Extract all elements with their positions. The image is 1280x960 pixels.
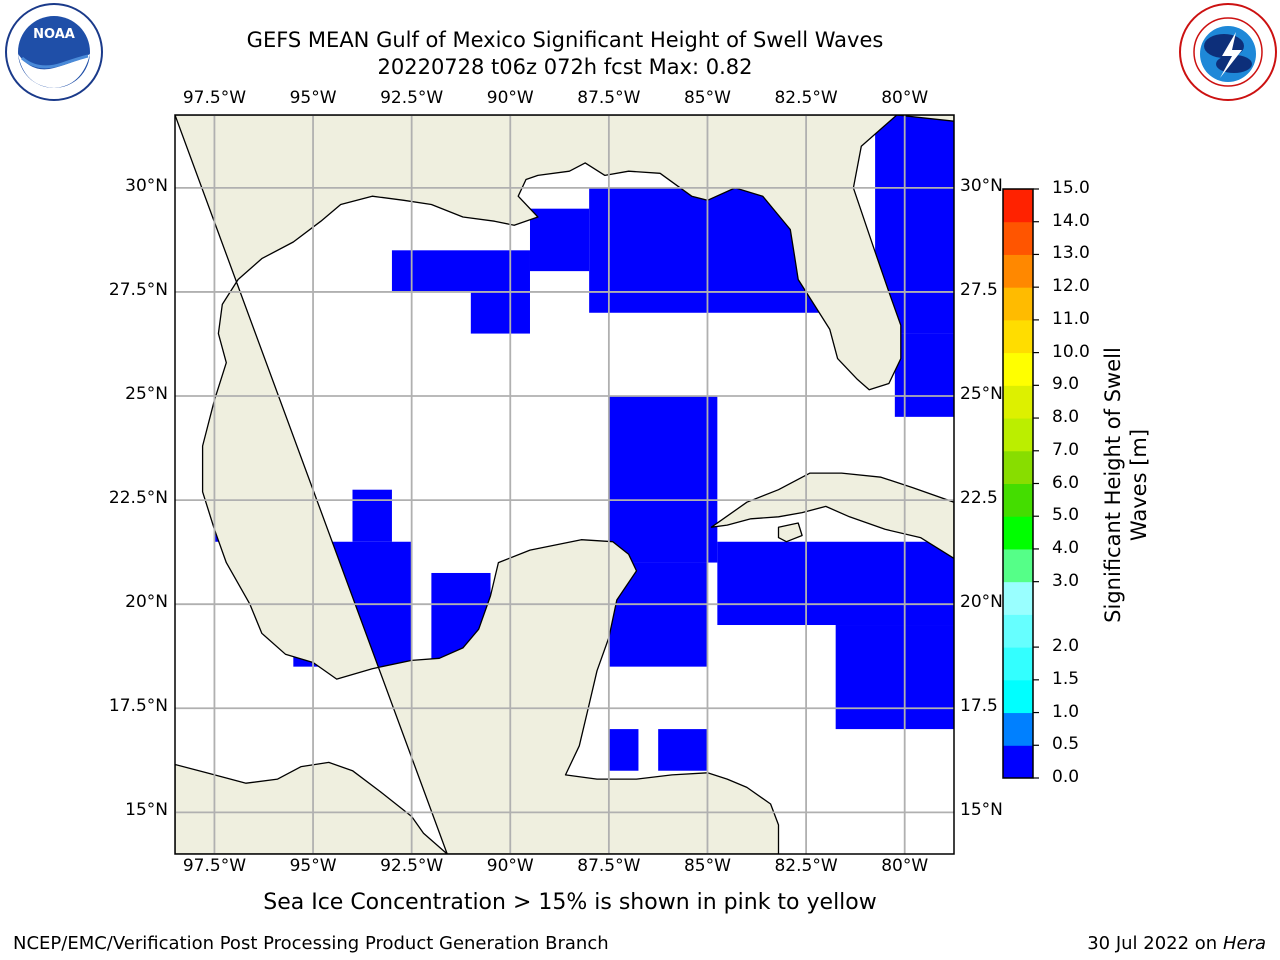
y-tick-right-6: 15°N bbox=[960, 800, 1003, 821]
x-tick-bottom-4: 87.5°W bbox=[577, 856, 641, 876]
colorbar-segment-11 bbox=[1003, 385, 1033, 419]
y-tick-right-5: 17.5 bbox=[960, 696, 998, 717]
colorbar-segment-2 bbox=[1003, 679, 1033, 714]
swell-cell-3 bbox=[470, 291, 530, 334]
colorbar-segment-17 bbox=[1003, 189, 1033, 223]
colorbar-segment-4 bbox=[1003, 614, 1033, 648]
swell-cell-9 bbox=[835, 625, 954, 730]
colorbar-segment-16 bbox=[1003, 221, 1033, 255]
x-tick-bottom-1: 95°W bbox=[289, 856, 337, 876]
swell-cell-11 bbox=[352, 489, 392, 542]
swell-cell-13 bbox=[658, 729, 708, 771]
x-tick-bottom-2: 92.5°W bbox=[380, 856, 444, 876]
x-tick-bottom-6: 82.5°W bbox=[774, 856, 838, 876]
nws-logo bbox=[1176, 2, 1280, 102]
colorbar-segment-5 bbox=[1003, 581, 1033, 615]
colorbar-segment-15 bbox=[1003, 254, 1033, 288]
map-frame bbox=[174, 114, 955, 855]
colorbar-label-3: 1.5 bbox=[1052, 668, 1080, 689]
colorbar-label-16: 14.0 bbox=[1052, 210, 1090, 231]
colorbar-label-2: 1.0 bbox=[1052, 701, 1080, 722]
swell-cell-5 bbox=[894, 333, 954, 417]
x-tick-top-2: 92.5°W bbox=[380, 88, 444, 108]
y-tick-right-3: 22.5 bbox=[960, 488, 998, 509]
noaa-logo: NOAA bbox=[2, 2, 106, 102]
colorbar-title-line1: Significant Height of Swell bbox=[1101, 347, 1125, 623]
x-tick-bottom-5: 85°W bbox=[683, 856, 731, 876]
x-tick-top-7: 80°W bbox=[881, 88, 929, 108]
colorbar-label-6: 4.0 bbox=[1052, 537, 1080, 558]
colorbar-title-line2: Waves [m] bbox=[1127, 428, 1151, 542]
colorbar-segment-14 bbox=[1003, 287, 1033, 321]
colorbar-label-8: 6.0 bbox=[1052, 472, 1080, 493]
footer-credit: NCEP/EMC/Verification Post Processing Pr… bbox=[13, 933, 609, 954]
colorbar-label-10: 8.0 bbox=[1052, 407, 1080, 428]
colorbar-segment-10 bbox=[1003, 418, 1033, 452]
y-tick-left-1: 27.5°N bbox=[108, 279, 168, 300]
land-masses bbox=[175, 115, 954, 854]
colorbar-label-17: 15.0 bbox=[1052, 178, 1090, 198]
colorbar-label-5: 3.0 bbox=[1052, 570, 1080, 591]
plot-title-line2: 20220728 t06z 072h fcst Max: 0.82 bbox=[377, 55, 753, 79]
x-tick-top-0: 97.5°W bbox=[182, 88, 247, 108]
colorbar-segment-9 bbox=[1003, 450, 1033, 484]
colorbar-label-14: 12.0 bbox=[1052, 276, 1090, 297]
y-tick-left-3: 22.5°N bbox=[108, 488, 168, 509]
y-tick-left-5: 17.5°N bbox=[108, 696, 168, 717]
colorbar-label-15: 13.0 bbox=[1052, 243, 1090, 264]
colorbar-segment-1 bbox=[1003, 712, 1033, 746]
y-tick-right-4: 20°N bbox=[960, 592, 1003, 613]
y-tick-left-0: 30°N bbox=[125, 175, 168, 196]
swell-cell-6 bbox=[608, 396, 718, 563]
x-tick-top-5: 85°W bbox=[683, 88, 731, 108]
y-tick-left-4: 20°N bbox=[125, 592, 168, 613]
colorbar-segment-8 bbox=[1003, 483, 1033, 517]
plot-title-line1: GEFS MEAN Gulf of Mexico Significant Hei… bbox=[246, 28, 884, 52]
graticule-lines bbox=[175, 115, 954, 854]
colorbar bbox=[1000, 186, 1280, 786]
colorbar-title: Significant Height of Swell Waves [m] bbox=[1100, 325, 1152, 645]
y-tick-left-6: 15°N bbox=[125, 800, 168, 821]
colorbar-segment-6 bbox=[1003, 548, 1033, 583]
x-tick-bottom-3: 90°W bbox=[486, 856, 534, 876]
x-tick-top-1: 95°W bbox=[289, 88, 337, 108]
colorbar-segment-0 bbox=[1003, 745, 1033, 779]
colorbar-label-12: 10.0 bbox=[1052, 341, 1090, 362]
colorbar-segment-3 bbox=[1003, 647, 1033, 681]
island-polygon-1 bbox=[777, 522, 803, 543]
colorbar-label-13: 11.0 bbox=[1052, 308, 1090, 329]
y-tick-right-2: 25°N bbox=[960, 384, 1003, 405]
colorbar-label-9: 7.0 bbox=[1052, 439, 1080, 460]
colorbar-segment-12 bbox=[1003, 352, 1033, 386]
colorbar-label-4: 2.0 bbox=[1052, 636, 1080, 657]
noaa-logo-text: NOAA bbox=[33, 27, 75, 42]
swell-cell-2 bbox=[391, 250, 530, 292]
island-polygon-0 bbox=[710, 472, 954, 560]
y-tick-right-0: 30°N bbox=[960, 175, 1003, 196]
footer-host: Hera bbox=[1222, 933, 1266, 954]
y-tick-right-1: 27.5 bbox=[960, 279, 998, 300]
land-polygon-0 bbox=[175, 115, 954, 854]
y-tick-left-2: 25°N bbox=[125, 384, 168, 405]
sea-ice-note: Sea Ice Concentration > 15% is shown in … bbox=[263, 890, 877, 915]
islands bbox=[710, 472, 954, 560]
colorbar-label-11: 9.0 bbox=[1052, 374, 1080, 395]
footer-date: 30 Jul 2022 on Hera bbox=[1087, 933, 1266, 954]
footer-date-text: 30 Jul 2022 on bbox=[1087, 933, 1218, 954]
x-tick-top-3: 90°W bbox=[486, 88, 534, 108]
x-tick-bottom-0: 97.5°W bbox=[182, 856, 247, 876]
x-tick-top-6: 82.5°W bbox=[774, 88, 838, 108]
colorbar-label-7: 5.0 bbox=[1052, 505, 1080, 526]
swell-cell-14 bbox=[608, 729, 639, 771]
x-tick-top-4: 87.5°W bbox=[577, 88, 641, 108]
swell-cell-7 bbox=[717, 541, 954, 626]
x-tick-bottom-7: 80°W bbox=[881, 856, 929, 876]
swell-cell-1 bbox=[529, 208, 590, 272]
colorbar-segment-13 bbox=[1003, 319, 1033, 354]
colorbar-label-1: 0.5 bbox=[1052, 734, 1080, 755]
colorbar-label-0: 0.0 bbox=[1052, 767, 1080, 787]
colorbar-segment-7 bbox=[1003, 516, 1033, 550]
